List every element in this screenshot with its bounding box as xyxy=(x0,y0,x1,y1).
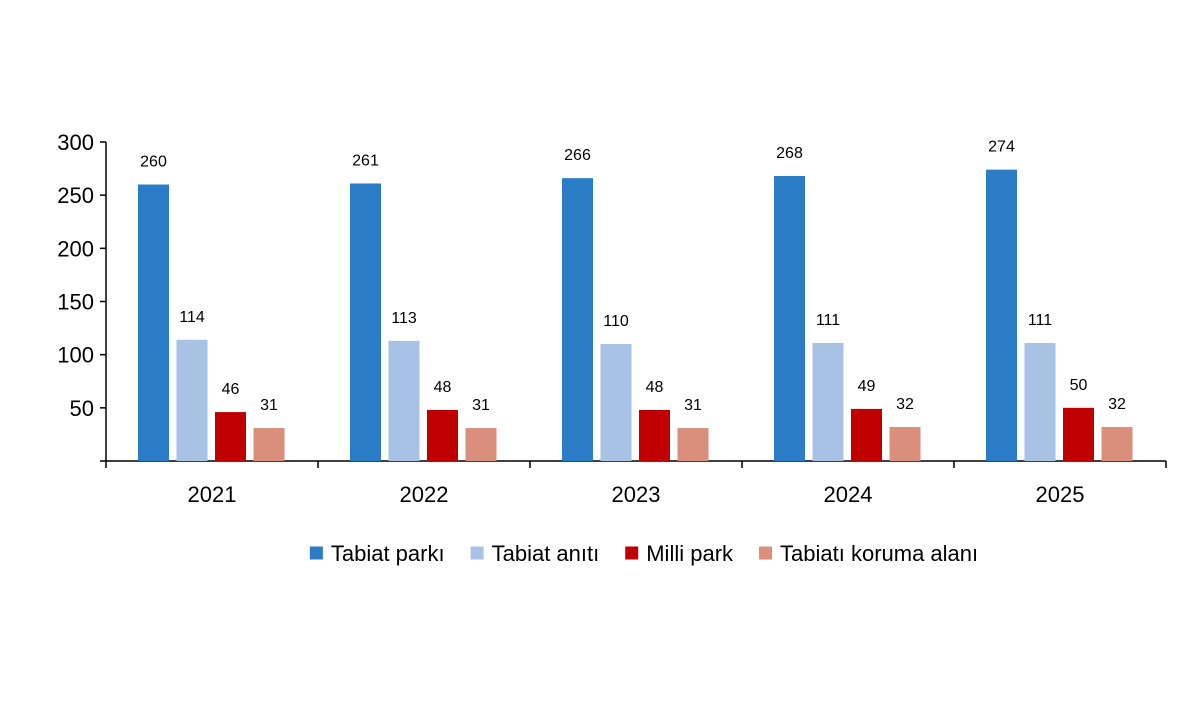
bar xyxy=(138,184,169,462)
bar xyxy=(986,169,1017,461)
data-labels: 260 261 266 268 274 114 113 110 111 111 46 48 48 49 50… xyxy=(140,139,1126,414)
bar xyxy=(427,409,458,461)
legend-label: Tabiatı koruma alanı xyxy=(780,541,978,566)
x-tick-label: 2025 xyxy=(1036,482,1085,507)
x-tick-label: 2021 xyxy=(188,482,237,507)
bar xyxy=(851,408,882,461)
data-label: 46 xyxy=(222,381,240,398)
data-label: 266 xyxy=(564,147,591,164)
data-label: 111 xyxy=(1028,312,1052,329)
data-label: 31 xyxy=(684,397,702,414)
y-axis: 50 100 150 200 250 300 xyxy=(57,130,107,461)
data-label: 274 xyxy=(988,139,1015,156)
bar xyxy=(812,342,844,461)
data-label: 31 xyxy=(260,397,278,414)
bar xyxy=(176,339,208,461)
legend-label: Milli park xyxy=(646,541,734,566)
bar xyxy=(465,428,497,461)
bar xyxy=(600,344,632,461)
bar xyxy=(562,178,593,462)
bar xyxy=(774,176,805,461)
bar xyxy=(253,428,285,461)
x-tick-label: 2024 xyxy=(824,482,873,507)
x-tick-label: 2023 xyxy=(612,482,661,507)
legend-swatch xyxy=(309,546,323,560)
data-label: 48 xyxy=(434,379,452,396)
y-tick-label: 150 xyxy=(57,290,94,315)
data-label: 32 xyxy=(1108,396,1126,413)
legend-label: Tabiat parkı xyxy=(331,541,445,566)
data-label: 113 xyxy=(391,310,417,327)
data-label: 50 xyxy=(1070,377,1088,394)
y-tick-label: 200 xyxy=(57,236,94,261)
legend-swatch xyxy=(625,546,639,560)
bar xyxy=(677,428,709,461)
bar xyxy=(215,412,246,461)
bars xyxy=(138,169,1133,462)
data-label: 49 xyxy=(858,378,876,395)
bar xyxy=(350,183,381,461)
bar xyxy=(388,340,420,461)
data-label: 110 xyxy=(603,313,629,330)
legend-swatch xyxy=(759,546,773,560)
y-tick-label: 100 xyxy=(57,343,94,368)
data-label: 261 xyxy=(352,152,379,169)
legend-swatch xyxy=(470,546,484,560)
bar xyxy=(639,409,670,461)
bar xyxy=(889,426,921,461)
bar xyxy=(1101,426,1133,461)
data-label: 48 xyxy=(646,379,664,396)
bar xyxy=(1024,342,1056,461)
legend: Tabiat parkı Tabiat anıtı Milli park Tabiat… xyxy=(309,541,978,566)
data-label: 31 xyxy=(472,397,490,414)
x-tick-label: 2022 xyxy=(400,482,449,507)
legend-label: Tabiat anıtı xyxy=(492,541,600,566)
y-tick-label: 300 xyxy=(57,130,94,155)
data-label: 32 xyxy=(896,396,914,413)
data-label: 260 xyxy=(140,154,167,171)
y-tick-label: 50 xyxy=(70,396,94,421)
data-label: 114 xyxy=(179,309,205,326)
bar xyxy=(1063,407,1094,461)
y-tick-label: 250 xyxy=(57,183,94,208)
data-label: 268 xyxy=(776,145,803,162)
x-axis: 2021 2022 2023 2024 2025 xyxy=(100,460,1167,507)
data-label: 111 xyxy=(816,312,840,329)
